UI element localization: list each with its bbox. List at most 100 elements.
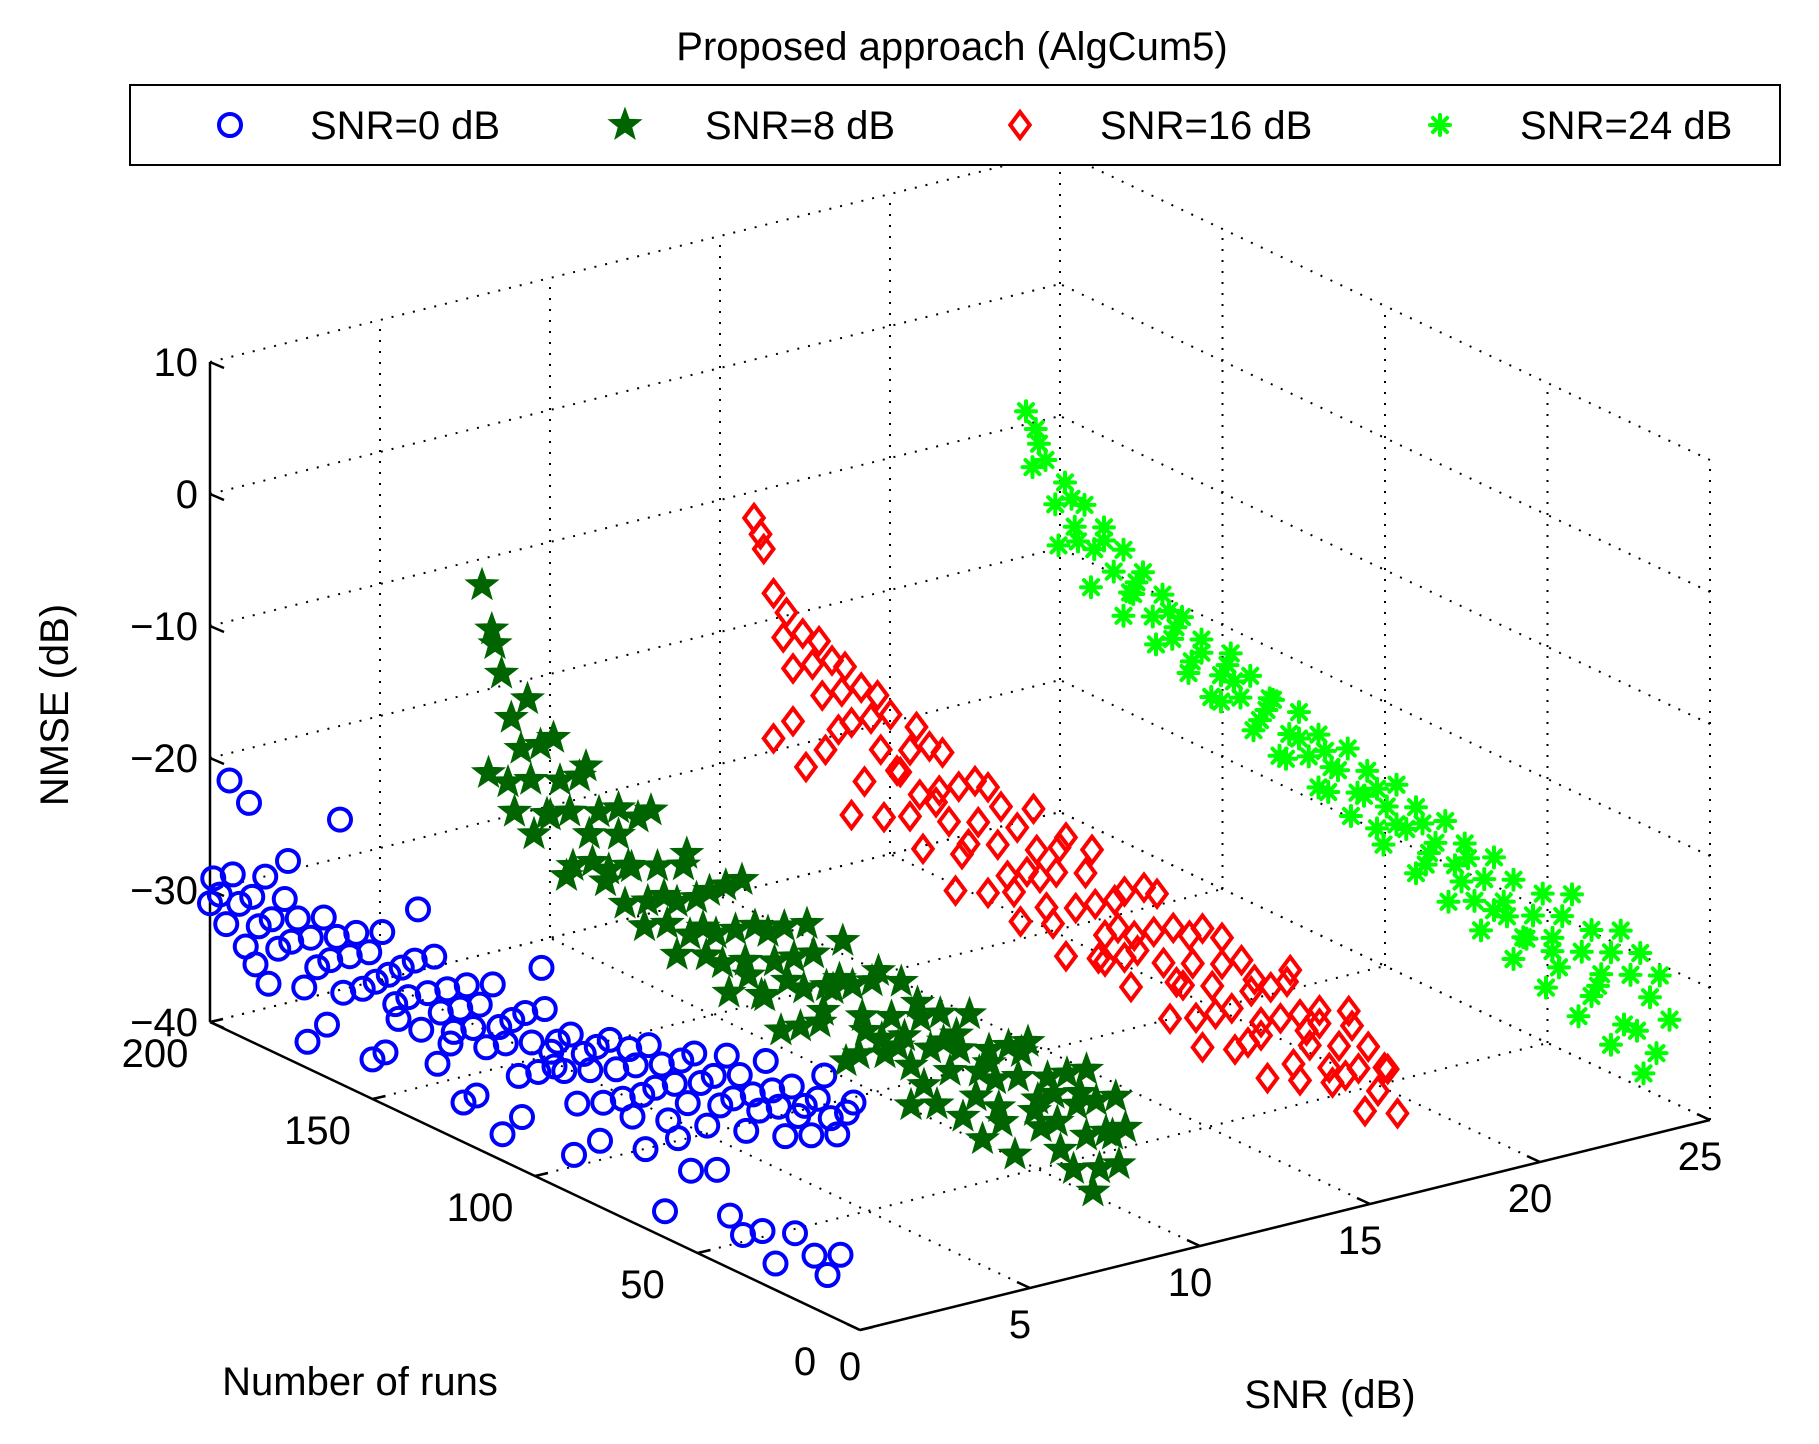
data-point <box>750 913 786 947</box>
grid-back-z <box>209 415 1061 627</box>
data-point <box>849 671 874 704</box>
data-point <box>988 790 1014 823</box>
x-tick <box>1356 1196 1371 1206</box>
data-point <box>1560 882 1584 907</box>
data-point <box>1021 792 1046 826</box>
asterisk-stroke <box>1601 1035 1621 1054</box>
data-point <box>904 710 929 744</box>
data-point <box>1599 940 1623 965</box>
asterisk-stroke <box>1647 1044 1666 1063</box>
data-point <box>1647 963 1672 988</box>
data-point <box>1039 1103 1075 1137</box>
data-point <box>1024 833 1049 867</box>
data-point <box>1618 962 1643 987</box>
data-point <box>1163 615 1188 640</box>
data-point <box>483 655 520 689</box>
data-point <box>1317 1051 1342 1085</box>
data-point <box>1209 921 1235 955</box>
data-point <box>1319 755 1344 780</box>
data-point <box>596 1026 623 1053</box>
data-point <box>884 754 910 787</box>
data-point <box>1333 1059 1358 1092</box>
data-point <box>1287 700 1311 725</box>
data-point <box>477 625 513 660</box>
data-point <box>479 971 506 998</box>
legend-marker <box>1428 113 1452 137</box>
asterisk-stroke <box>1614 1015 1634 1034</box>
data-point <box>841 1035 877 1070</box>
asterisk-stroke <box>1202 687 1221 707</box>
data-point <box>583 1033 610 1060</box>
asterisk-stroke <box>1452 872 1471 891</box>
asterisk-stroke <box>1081 578 1101 597</box>
asterisk-stroke <box>1413 814 1432 833</box>
data-point <box>1059 486 1084 511</box>
asterisk-stroke <box>1023 458 1042 477</box>
data-point <box>242 951 269 978</box>
data-point <box>401 947 428 974</box>
asterisk-stroke <box>1419 843 1439 863</box>
data-point <box>1469 918 1493 943</box>
data-point <box>832 650 858 684</box>
asterisk-stroke <box>1611 921 1630 940</box>
asterisk-stroke <box>1192 643 1211 662</box>
asterisk-stroke <box>1094 531 1114 550</box>
legend-label: SNR=16 dB <box>1100 104 1312 148</box>
data-point <box>762 1250 789 1277</box>
asterisk-stroke <box>1309 778 1328 797</box>
data-point <box>1092 528 1116 553</box>
asterisk-stroke <box>1120 583 1140 602</box>
asterisk-stroke <box>1231 688 1250 707</box>
data-point <box>897 733 923 767</box>
asterisk-stroke <box>1406 798 1426 817</box>
data-point <box>1628 941 1653 966</box>
asterisk-stroke <box>1458 849 1478 868</box>
data-point <box>1000 1058 1036 1092</box>
data-point <box>860 952 897 986</box>
data-point <box>1586 973 1610 998</box>
data-point <box>971 1044 1007 1078</box>
data-point <box>1365 1074 1391 1108</box>
data-point <box>1047 831 1072 864</box>
data-point <box>278 928 305 955</box>
asterisk-stroke <box>1179 663 1198 683</box>
data-point <box>323 923 350 950</box>
asterisk-stroke <box>1276 749 1296 768</box>
asterisk-stroke <box>1475 870 1494 889</box>
asterisk-stroke <box>1192 630 1211 649</box>
asterisk-stroke <box>1572 942 1591 961</box>
data-point <box>541 1053 568 1080</box>
data-point <box>314 1011 340 1038</box>
asterisk-stroke <box>1406 864 1426 883</box>
data-point <box>1268 1001 1293 1035</box>
data-point <box>1384 812 1409 837</box>
data-point <box>252 863 279 890</box>
data-point <box>704 944 741 979</box>
data-point <box>1046 533 1071 558</box>
data-point <box>571 815 607 849</box>
y-tick <box>209 1017 224 1024</box>
data-point <box>496 793 533 827</box>
data-point <box>1014 399 1038 424</box>
data-point <box>548 857 585 891</box>
x-tick-label: 5 <box>1009 1303 1031 1347</box>
asterisk-stroke <box>1049 536 1068 555</box>
data-point <box>607 885 643 919</box>
data-point <box>587 1127 613 1154</box>
grid-floor-x <box>719 895 1371 1205</box>
asterisk-stroke <box>1627 1021 1647 1040</box>
data-point <box>1287 726 1311 751</box>
z-tick-label: 10 <box>154 341 199 385</box>
data-point <box>780 704 806 738</box>
data-point <box>1335 736 1360 761</box>
data-point <box>1356 1030 1381 1063</box>
data-point <box>801 1242 828 1269</box>
data-point <box>1219 992 1244 1025</box>
data-point <box>405 896 431 923</box>
points-layer <box>197 399 1682 1288</box>
data-point <box>782 1220 808 1247</box>
asterisk-stroke <box>1068 532 1088 551</box>
asterisk-stroke <box>1650 966 1669 985</box>
asterisk-stroke <box>1484 848 1504 867</box>
y-tick-label: 100 <box>447 1186 514 1230</box>
